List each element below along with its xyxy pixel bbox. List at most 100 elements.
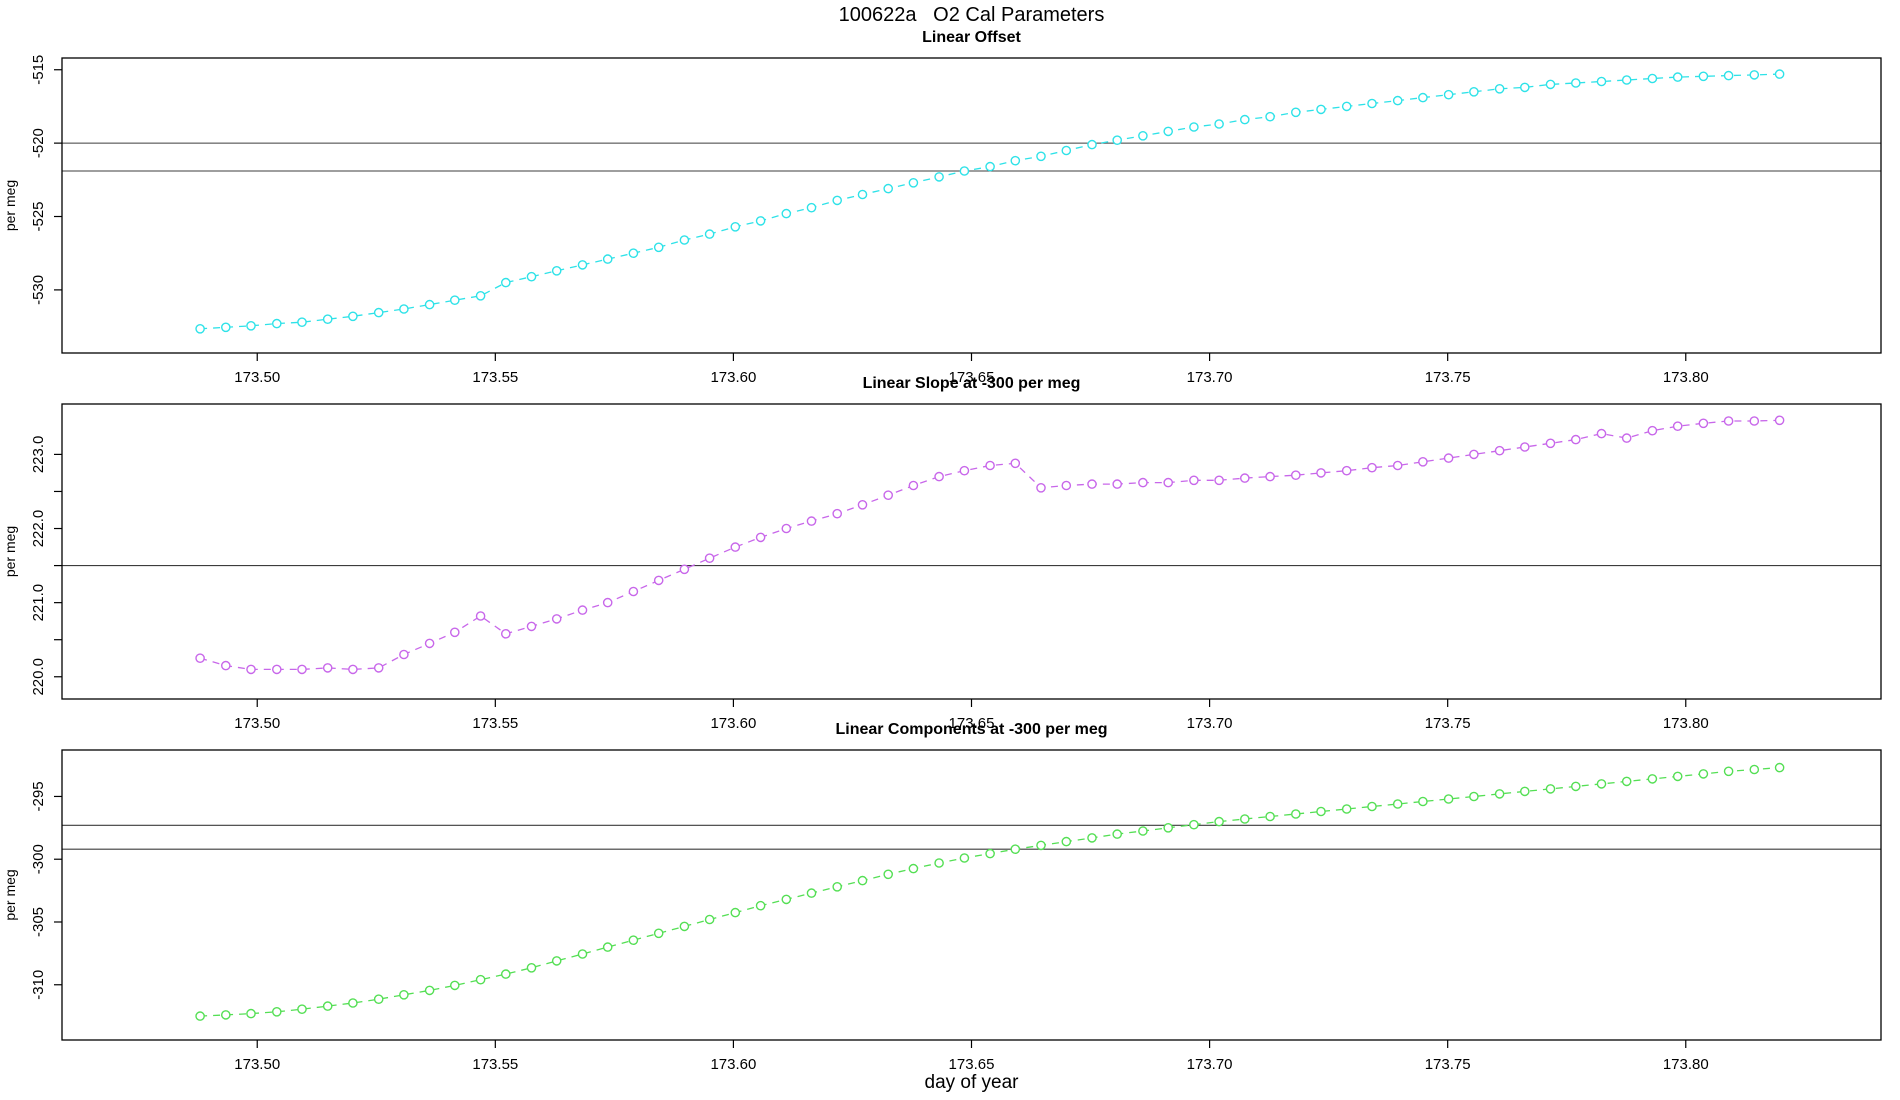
linear-slope-point [1621, 433, 1632, 443]
linear-slope-point [1596, 428, 1607, 439]
linear-components-point [348, 998, 358, 1008]
linear-components-point [704, 914, 715, 925]
linear-offset-point [1520, 82, 1530, 93]
linear-slope-point [653, 575, 664, 586]
linear-slope-point [1214, 475, 1224, 486]
linear-offset-point [475, 290, 486, 301]
linear-slope-point [679, 564, 690, 575]
linear-components-point [679, 921, 690, 932]
panel-title-linear-components: Linear Components at -300 per meg [835, 721, 1108, 738]
figure-title: 100622a O2 Cal Parameters [838, 4, 1105, 26]
linear-slope-point [1291, 470, 1301, 480]
linear-offset-point [399, 304, 409, 314]
x-tick-label: 173.75 [1425, 1056, 1471, 1073]
linear-components-point [1367, 801, 1377, 812]
linear-offset-point [628, 248, 639, 258]
y-tick-label: 221.0 [30, 584, 47, 622]
linear-components-point [1621, 776, 1632, 787]
linear-slope-point [220, 660, 231, 671]
linear-components-point [1265, 811, 1275, 822]
linear-slope-point [399, 649, 409, 660]
linear-components-point [1087, 833, 1097, 843]
linear-offset-point [500, 277, 511, 288]
linear-slope-point [271, 664, 282, 675]
linear-slope-point [1469, 449, 1479, 460]
linear-offset-point [832, 195, 843, 206]
linear-components-point [985, 848, 995, 859]
linear-slope-point [1545, 438, 1556, 449]
linear-slope-point [985, 460, 995, 471]
linear-components-point [1214, 816, 1224, 827]
linear-slope-point [322, 663, 333, 673]
linear-offset-point [297, 317, 307, 328]
linear-offset-point [1341, 101, 1352, 112]
y-tick-label: -520 [30, 128, 47, 158]
linear-slope-point [959, 465, 970, 476]
linear-slope-line [199, 419, 1780, 671]
linear-slope-point [628, 586, 639, 597]
linear-offset-point [1010, 155, 1021, 166]
linear-offset-point [1647, 73, 1658, 84]
x-tick-label: 173.65 [949, 369, 995, 386]
x-tick-label: 173.65 [949, 715, 995, 732]
linear-components-point [1418, 796, 1428, 807]
linear-components-point [449, 980, 460, 991]
linear-slope-point [730, 542, 741, 552]
x-tick-label: 173.55 [472, 715, 518, 732]
linear-components-point [526, 962, 537, 973]
linear-components-point [1291, 809, 1301, 819]
linear-components-line [200, 766, 1780, 1017]
linear-offset-point [806, 202, 817, 213]
linear-offset-point [1061, 145, 1072, 156]
y-tick-label: -530 [30, 275, 47, 305]
x-tick-label: 173.65 [949, 1056, 995, 1073]
y-tick-label: -305 [30, 907, 47, 937]
linear-slope-point [1240, 473, 1250, 483]
linear-offset-point [1443, 89, 1454, 100]
linear-components-point [1723, 766, 1734, 777]
linear-offset-point [348, 311, 358, 322]
linear-components-point [577, 949, 588, 959]
linear-offset-point [526, 271, 537, 282]
linear-components-point [271, 1006, 282, 1017]
linear-slope-point [1112, 479, 1122, 489]
linear-slope-point [1138, 477, 1148, 488]
linear-components-point [399, 989, 409, 1000]
linear-offset-markers [195, 69, 1785, 334]
linear-slope-point [1316, 468, 1326, 478]
linear-components-point [551, 956, 562, 966]
linear-components-point [322, 1001, 333, 1011]
linear-slope-point [1672, 421, 1683, 432]
linear-offset-point [1240, 114, 1250, 125]
linear-slope-point [857, 500, 868, 510]
linear-slope-point [1774, 415, 1785, 426]
linear-slope-point [1189, 475, 1199, 486]
linear-components-point [1571, 781, 1581, 792]
linear-offset-point [577, 260, 588, 270]
linear-components-point [934, 858, 944, 868]
linear-components-point [959, 853, 970, 863]
linear-slope-point [449, 627, 460, 638]
linear-components-point [1698, 769, 1709, 779]
panel-title-linear-offset: Linear Offset [922, 29, 1021, 46]
x-tick-label: 173.75 [1425, 369, 1471, 386]
x-tick-label: 173.75 [1425, 715, 1471, 732]
linear-offset-point [781, 208, 792, 219]
linear-offset-point [1291, 107, 1301, 118]
linear-slope-point [424, 638, 435, 649]
linear-slope-point [1036, 483, 1046, 493]
x-tick-label: 173.50 [234, 715, 280, 732]
x-tick-label: 173.55 [472, 369, 518, 386]
linear-components-point [1596, 779, 1607, 789]
linear-components-point [1189, 819, 1199, 830]
y-tick-label: 223.0 [30, 436, 47, 474]
linear-slope-point [1367, 462, 1377, 473]
linear-slope-point [1723, 416, 1734, 426]
y-axis-label: per meg [2, 869, 18, 920]
plot-linear-components: 173.50 173.55 173.60 173.65 173.70 173.75 173.… [2, 749, 1882, 1073]
linear-offset-point [934, 172, 944, 182]
linear-slope-point [883, 490, 894, 500]
linear-components-point [628, 935, 639, 945]
linear-components-point [1061, 836, 1072, 847]
